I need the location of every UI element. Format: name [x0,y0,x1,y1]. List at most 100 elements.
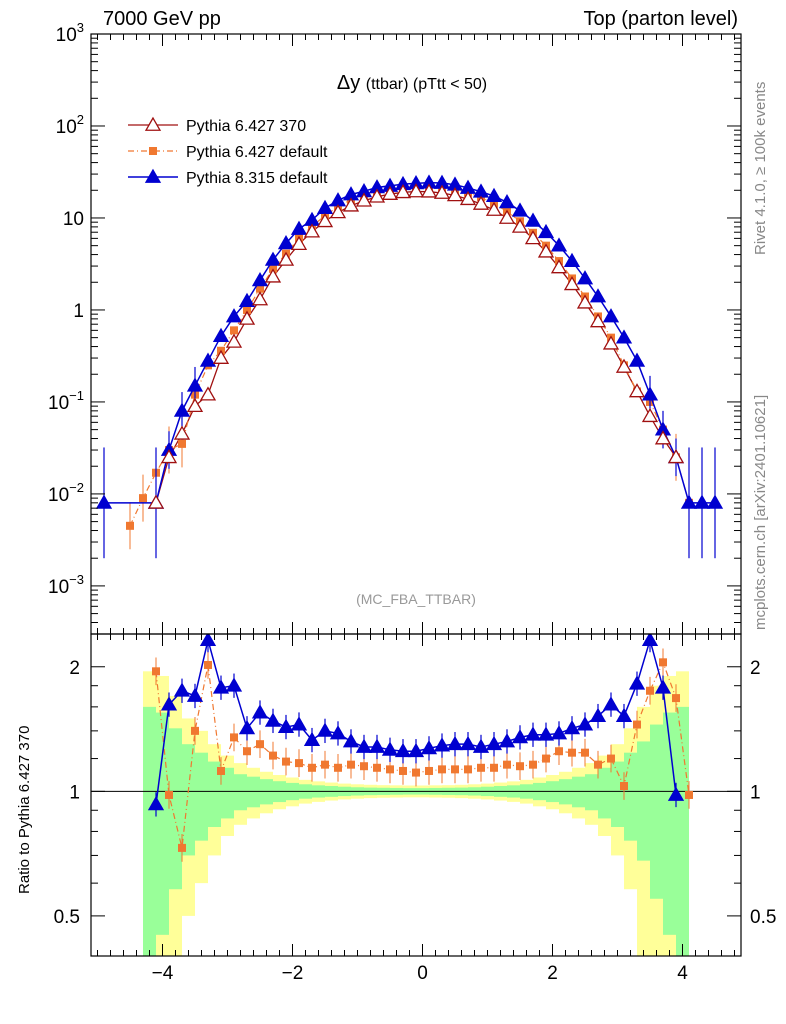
point-pythia8 [602,308,620,323]
point-pythia6-370 [602,335,620,350]
ratio-point-pythia8 [602,696,620,711]
legend-label-pythia8: Pythia 8.315 default [186,170,328,187]
point-pythia6-370 [212,349,230,364]
legend-marker-pythia6-370 [144,116,162,131]
uncertainty-band-green [624,752,637,841]
point-pythia8 [641,386,659,401]
point-pythia8 [238,292,256,307]
point-pythia6-370 [342,197,360,212]
point-pythia6-370 [173,425,191,440]
ratio-point-pythia8 [589,707,607,722]
ratio-point-pythia6-default [685,790,693,799]
y-tick-label: 1 [73,301,84,322]
point-pythia8 [589,288,607,303]
uncertainty-band-green [585,774,598,811]
point-pythia6-370 [381,185,399,200]
ratio-point-pythia6-default [373,763,381,772]
ratio-point-pythia8 [355,738,373,753]
y-tick-label: 103 [56,20,84,46]
ratio-point-pythia6-default [256,740,264,749]
ratio-point-pythia8 [615,707,633,722]
legend-label-pythia6-default: Pythia 6.427 default [186,144,328,161]
point-pythia6-370 [563,276,581,291]
ratio-point-pythia8 [654,679,672,694]
point-pythia6-370 [316,212,334,228]
point-pythia6-370 [511,218,529,233]
point-pythia6-370 [199,386,217,401]
point-pythia6-370 [550,259,568,274]
ratio-point-pythia6-default [581,748,589,757]
point-pythia6-370 [147,494,165,509]
point-pythia6-370 [355,192,373,207]
x-tick-label: −4 [152,963,174,984]
ratio-point-pythia6-default [399,766,407,775]
x-tick-label: 2 [547,963,558,984]
uncertainty-band-green [156,712,169,935]
point-pythia6-default [126,521,134,530]
ratio-point-pythia8 [667,786,685,801]
ratio-point-pythia8 [550,725,568,740]
ratio-point-pythia8 [303,731,321,746]
point-pythia8 [498,193,516,209]
point-pythia6-370 [589,313,607,328]
ratio-point-pythia6-default [503,760,511,769]
uncertainty-band-green [234,774,247,811]
point-pythia8 [329,192,347,207]
ratio-point-pythia8 [199,634,217,646]
ratio-point-pythia8 [498,733,516,748]
x-tick-label: 4 [677,963,688,984]
y-tick-label: 10−3 [48,572,84,598]
ratio-point-pythia6-default [269,751,277,760]
ratio-point-pythia8 [628,675,646,690]
point-pythia6-370 [264,268,282,283]
point-pythia6-370 [485,201,503,216]
point-pythia6-default [230,326,238,335]
ratio-point-pythia8 [407,742,425,758]
ratio-point-pythia6-default [243,747,251,756]
ratio-point-pythia6-default [230,733,238,742]
point-pythia6-370 [394,184,412,199]
ratio-point-pythia8 [160,696,178,711]
ratio-point-pythia8 [342,733,360,748]
ratio-y-tick-label-left: 0.5 [54,907,80,928]
point-pythia6-370 [472,195,490,210]
point-pythia8 [485,187,503,202]
point-pythia6-370 [524,230,542,245]
ratio-point-pythia8 [563,720,581,735]
ratio-point-pythia6-default [360,762,368,771]
point-pythia8 [537,223,555,239]
point-pythia8 [576,270,594,285]
point-pythia8 [615,329,633,344]
y-tick-label: 10 [63,209,84,230]
ratio-point-pythia6-default [204,660,212,669]
point-pythia8 [264,251,282,266]
point-pythia6-370 [303,223,321,238]
uncertainty-band-green [598,767,611,819]
point-pythia6-370 [433,184,451,199]
ratio-point-pythia6-default [464,765,472,774]
ratio-point-pythia6-default [438,765,446,774]
ratio-point-pythia6-default [477,763,485,772]
ratio-point-pythia8 [576,716,594,731]
point-pythia6-370 [407,183,425,198]
ratio-point-pythia8 [212,679,230,694]
uncertainty-band-green [169,728,182,890]
uncertainty-band-green [143,706,156,956]
legend-marker-pythia8 [144,168,162,183]
ratio-point-pythia8 [316,722,334,737]
ratio-point-pythia6-default [347,760,355,769]
point-pythia6-default [243,305,251,314]
ratio-point-pythia6-default [607,754,615,763]
point-pythia6-default [178,439,186,448]
ratio-point-pythia8 [433,737,451,752]
ratio-point-pythia6-default [217,766,225,775]
point-pythia6-370 [654,430,672,445]
ratio-point-pythia8 [264,712,282,727]
point-pythia8 [511,202,529,217]
point-pythia8 [693,494,711,509]
point-pythia6-370 [576,294,594,309]
ratio-point-pythia8 [290,716,308,731]
header-right-label: Top (parton level) [583,8,738,30]
uncertainty-band-green [676,706,689,956]
